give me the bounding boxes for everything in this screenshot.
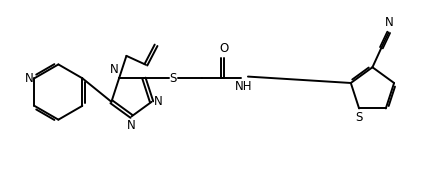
Text: S: S (169, 72, 177, 85)
Text: NH: NH (235, 80, 253, 93)
Text: N: N (385, 16, 393, 29)
Text: N: N (154, 95, 163, 108)
Text: S: S (355, 111, 363, 124)
Text: N: N (24, 72, 33, 85)
Text: N: N (110, 63, 118, 76)
Text: N: N (127, 119, 136, 132)
Text: O: O (219, 42, 228, 56)
